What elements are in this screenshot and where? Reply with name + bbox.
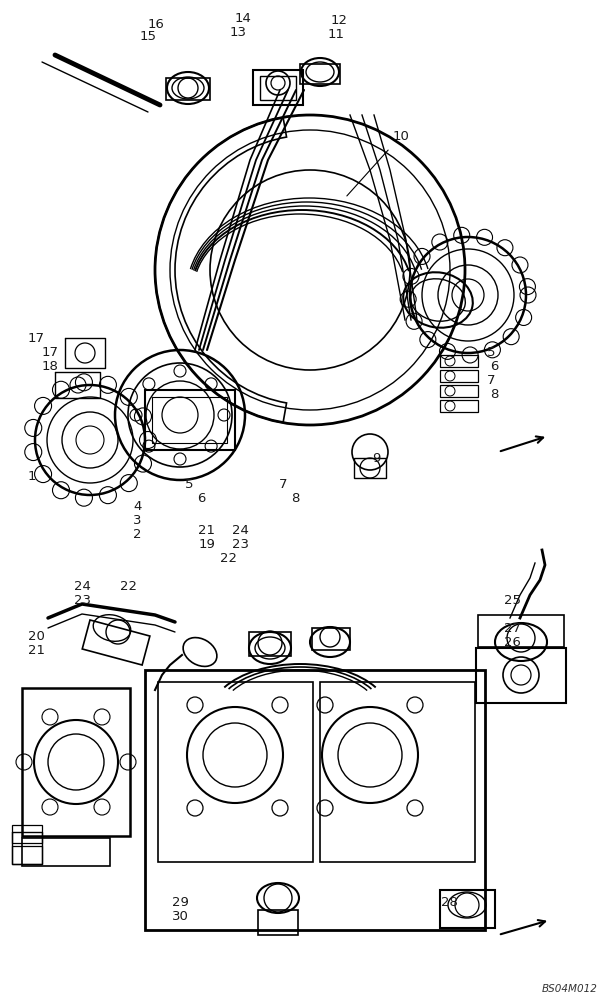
- Text: 5: 5: [185, 478, 193, 491]
- Text: 18: 18: [42, 360, 59, 373]
- Text: 1: 1: [28, 470, 36, 483]
- Bar: [249, 632, 291, 656]
- Bar: [354, 458, 386, 478]
- Text: 22: 22: [120, 580, 137, 593]
- Bar: [440, 890, 495, 928]
- Text: 25: 25: [504, 594, 521, 607]
- Text: BS04M012: BS04M012: [542, 984, 598, 994]
- Bar: [312, 628, 350, 650]
- Bar: [12, 825, 42, 843]
- Bar: [478, 615, 564, 647]
- Text: 23: 23: [74, 594, 91, 607]
- Text: 24: 24: [74, 580, 91, 593]
- Text: 13: 13: [230, 26, 246, 39]
- Bar: [258, 910, 298, 935]
- Bar: [82, 620, 150, 665]
- Bar: [22, 688, 130, 836]
- Text: 4: 4: [133, 500, 141, 513]
- Text: 8: 8: [291, 492, 300, 505]
- Text: 6: 6: [490, 360, 498, 373]
- Text: 19: 19: [199, 538, 216, 551]
- Bar: [260, 76, 296, 100]
- Text: 29: 29: [172, 896, 189, 909]
- Text: 24: 24: [232, 524, 249, 537]
- Bar: [440, 385, 478, 397]
- Bar: [145, 670, 485, 930]
- Text: 6: 6: [197, 492, 205, 505]
- Bar: [476, 648, 566, 703]
- Text: 11: 11: [327, 28, 344, 41]
- Text: 28: 28: [441, 896, 458, 909]
- Text: 15: 15: [140, 30, 156, 43]
- Text: 23: 23: [232, 538, 249, 551]
- Text: 12: 12: [330, 14, 347, 27]
- Bar: [22, 838, 110, 866]
- Text: 10: 10: [393, 130, 410, 143]
- Text: 17: 17: [28, 332, 45, 345]
- Bar: [440, 370, 478, 382]
- Text: 7: 7: [279, 478, 288, 491]
- Bar: [12, 846, 42, 864]
- Text: 3: 3: [133, 514, 141, 527]
- Text: 20: 20: [28, 630, 45, 643]
- Bar: [152, 397, 227, 443]
- Text: 5: 5: [487, 346, 495, 359]
- Text: 7: 7: [487, 374, 495, 387]
- Bar: [300, 64, 340, 84]
- Text: 26: 26: [504, 636, 521, 649]
- Bar: [145, 390, 235, 450]
- Text: 17: 17: [42, 346, 59, 359]
- Bar: [320, 682, 475, 862]
- Text: 16: 16: [147, 18, 164, 31]
- Text: 8: 8: [490, 388, 498, 401]
- Text: 9: 9: [372, 452, 381, 465]
- Text: 21: 21: [198, 524, 215, 537]
- Text: 30: 30: [172, 910, 189, 923]
- Bar: [440, 355, 478, 367]
- Bar: [440, 400, 478, 412]
- Text: 22: 22: [220, 552, 237, 565]
- Text: 14: 14: [234, 12, 251, 25]
- Bar: [166, 78, 210, 100]
- Bar: [253, 70, 303, 105]
- Text: 21: 21: [28, 644, 45, 657]
- Text: 27: 27: [504, 622, 521, 635]
- Text: 2: 2: [133, 528, 141, 541]
- Bar: [158, 682, 313, 862]
